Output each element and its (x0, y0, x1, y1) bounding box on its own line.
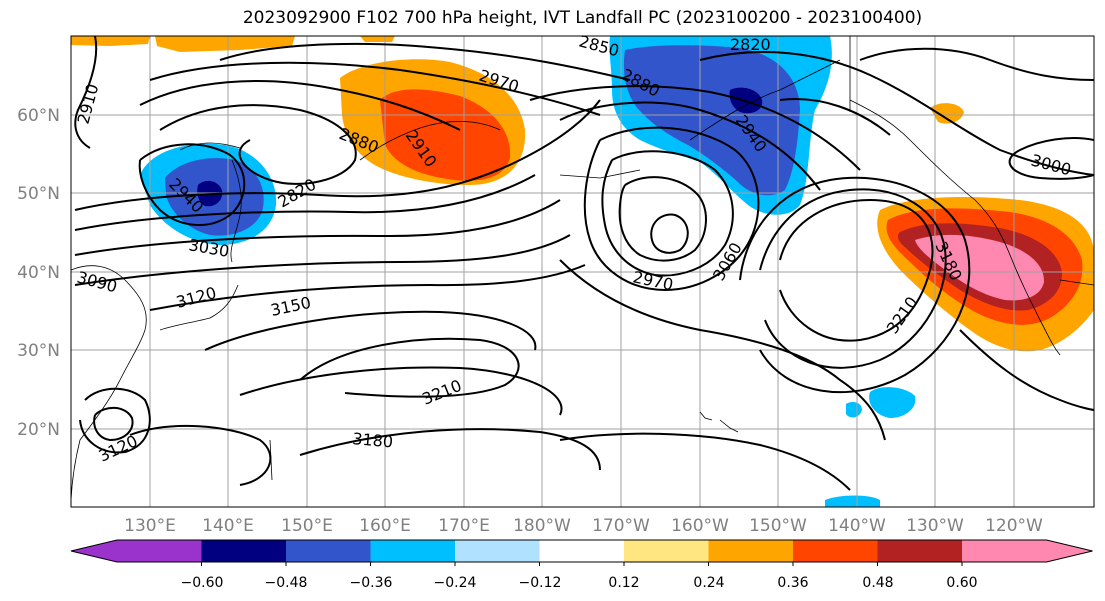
colorbar-ticks: −0.60 −0.48 −0.36 −0.24 −0.12 0.12 0.24 … (181, 575, 978, 591)
colorbar (70, 539, 1093, 566)
colorbar-tick-label: 0.24 (693, 575, 724, 591)
longitude-label: 160°W (671, 516, 729, 536)
colorbar-tick-label: 0.60 (946, 575, 977, 591)
colorbar-segment (286, 540, 371, 562)
longitude-label: 170°E (438, 516, 490, 536)
colorbar-tick-label: 0.36 (777, 575, 808, 591)
map-frame (70, 35, 1095, 508)
ivt-positive-area (380, 89, 511, 181)
colorbar-tick-label: −0.60 (181, 575, 224, 591)
latitude-label: 50°N (17, 184, 60, 204)
height-contours (74, 36, 1094, 491)
colorbar-segment (370, 540, 456, 562)
ivt-negative-area (623, 45, 800, 196)
colorbar-segment (539, 540, 625, 562)
longitude-label: 140°E (202, 516, 254, 536)
latitude-label: 60°N (17, 106, 60, 126)
longitude-axis: 130°E 140°E 150°E 160°E 170°E 180°W 170°… (124, 516, 1043, 536)
colorbar-outline (70, 539, 1093, 563)
longitude-label: 150°E (281, 516, 333, 536)
longitude-label: 140°W (828, 516, 886, 536)
ivt-negative-area (869, 387, 916, 418)
ivt-positive-area (915, 234, 1045, 301)
colorbar-tick-label: 0.48 (862, 575, 893, 591)
latitude-label: 20°N (17, 420, 60, 440)
colorbar-tick-label: 0.12 (608, 575, 639, 591)
ivt-negative-area (825, 495, 880, 507)
colorbar-segment (877, 540, 963, 562)
colorbar-segment (793, 540, 878, 562)
ivt-negative-area (846, 402, 862, 418)
longitude-label: 130°W (906, 516, 964, 536)
longitude-label: 180°W (513, 516, 571, 536)
ivt-positive-area (71, 36, 150, 46)
longitude-label: 150°W (749, 516, 807, 536)
graticule (71, 36, 1094, 507)
colorbar-segment (708, 540, 794, 562)
latitude-axis: 60°N 50°N 40°N 30°N 20°N (17, 106, 60, 440)
ivt-positive-area (155, 36, 295, 52)
colorbar-extend-high (1046, 540, 1093, 562)
longitude-label: 120°W (985, 516, 1043, 536)
colorbar-segment (624, 540, 709, 562)
colorbar-segment (117, 540, 202, 562)
colorbar-extend-low (71, 540, 117, 562)
longitude-label: 160°E (359, 516, 411, 536)
longitude-label: 130°E (124, 516, 176, 536)
colorbar-tick-label: −0.36 (350, 575, 393, 591)
latitude-label: 30°N (17, 341, 60, 361)
coastlines (71, 36, 1094, 501)
latitude-label: 40°N (17, 263, 60, 283)
map-panel: 2910 2970 2880 2820 2910 2880 2940 2820 … (70, 32, 1095, 508)
colorbar-tick-label: −0.24 (434, 575, 477, 591)
ivt-positive-area (360, 36, 395, 42)
contour-label: 2820 (730, 35, 771, 54)
longitude-label: 170°W (592, 516, 650, 536)
colorbar-tick-label: −0.48 (265, 575, 308, 591)
colorbar-segment (962, 540, 1047, 562)
ivt-positive-area (930, 103, 964, 124)
colorbar-segment (455, 540, 540, 562)
colorbar-segment (201, 540, 287, 562)
colorbar-tick-label: −0.12 (519, 575, 562, 591)
map-title: 2023092900 F102 700 hPa height, IVT Land… (242, 8, 923, 28)
contour-label: 3180 (352, 429, 394, 451)
